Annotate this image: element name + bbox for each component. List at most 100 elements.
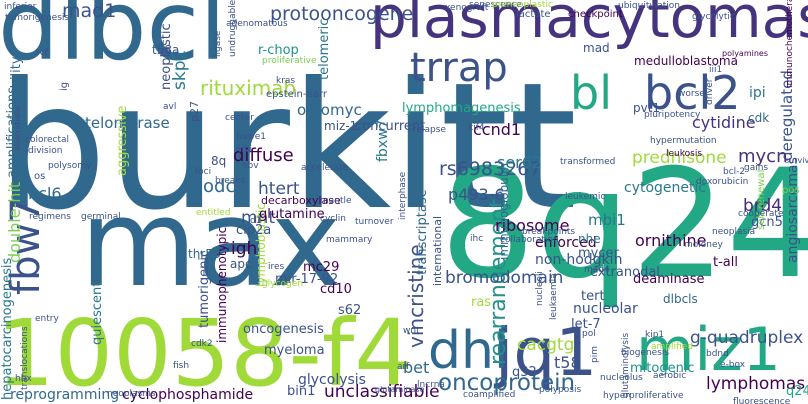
word-survival: survival [785, 156, 808, 165]
word-mycn: mycn [738, 146, 788, 167]
word-cd10: cd10 [320, 282, 352, 297]
word-tumorigenesis: tumorigenesis [5, 13, 70, 23]
word-pim: pim [590, 346, 600, 363]
word-8q24: 8q24 [440, 138, 808, 312]
word-aerobic: aerobic [653, 371, 687, 381]
word-kip1: kip1 [645, 330, 665, 340]
word-division: division [28, 146, 63, 156]
word-glutaminolysis: glutaminolysis [621, 332, 631, 398]
word-os: os [34, 171, 46, 182]
word-cytogenetic: cytogenetic [624, 180, 707, 196]
word-self-renewal: self-renewal [756, 169, 767, 230]
word-brd4: brd4 [743, 196, 783, 216]
word-turnover: turnover [355, 217, 394, 227]
word-preneoplastic: preneoplastic [492, 0, 553, 10]
word-t58: t58 [554, 353, 581, 372]
word-fbxw7: fbxw7 [375, 119, 391, 162]
word-unclassifiable: unclassifiable [324, 382, 440, 402]
word-aggressive: aggressive [115, 105, 130, 176]
word-prednisone: prednisone [632, 148, 727, 168]
word-mad4: mad4 [584, 265, 610, 275]
word-trrap: trrap [410, 45, 508, 91]
word-inferior: inferior [4, 2, 37, 12]
word-cdk: cdk [748, 111, 770, 125]
word-glutamine: glutamine [259, 207, 325, 222]
word-rs6983267: rs6983267 [439, 158, 542, 180]
word-pos: pos [782, 185, 800, 196]
word-senescence: senescence [469, 0, 522, 10]
word-polyamines: polyamines [722, 49, 769, 58]
word-kif4: kif4 [468, 123, 485, 133]
word-mir-17-92: mir-17-92 [275, 272, 339, 287]
word-miz-1: miz-1 [324, 119, 358, 133]
word-driver: driver [705, 78, 715, 105]
word-tert: tert [581, 289, 605, 304]
word-ipi: ipi [749, 85, 766, 101]
word-gcn5: gcn5 [751, 215, 783, 230]
word-ligase: ligase [213, 30, 223, 57]
word-r-chop: r-chop [258, 43, 299, 58]
word-pvt1: pvt1 [633, 101, 661, 115]
word-accelerate: accelerate [301, 163, 349, 173]
word-double-hit: double-hit [5, 181, 24, 263]
word-let-7: let-7 [571, 317, 601, 332]
word-odc: odc [203, 176, 236, 197]
word-glycolysis: glycolysis [298, 372, 366, 388]
word-hypermutation: hypermutation [650, 136, 717, 146]
word-protooncogene: protooncogene [270, 3, 414, 25]
word-checkpoint: checkpoint [568, 9, 623, 20]
word-dlbcl: dlbcl [0, 0, 226, 82]
word-hepatocarcinogenesis: hepatocarcinogenesis [0, 257, 15, 400]
word-breakpoints: breakpoints [522, 227, 576, 237]
word-nucleolus: nucleolus [600, 373, 643, 383]
word-interphase: interphase [398, 171, 408, 220]
word-epstein-barr: epstein-barr [266, 89, 328, 100]
word-avl: avl [163, 102, 177, 112]
word-medulloblastoma: medulloblastoma [634, 54, 738, 68]
word-reprogramming: reprogramming [10, 387, 120, 403]
word-cdk2: cdk2 [191, 339, 213, 349]
word-q24: q24 [786, 384, 808, 399]
word-extranodal: extranodal [590, 265, 660, 280]
word-fish: fish [173, 361, 190, 371]
word-immunoglobulin: immunoglobulin [497, 162, 511, 260]
word-cooperate: cooperate [738, 209, 784, 219]
word-neoplasms: neoplasms [107, 389, 156, 399]
word-mad1: mad1 [62, 0, 117, 22]
word-wnt: wnt [403, 326, 420, 336]
word-enforced: enforced [535, 235, 597, 251]
word-mbi1: mbi1 [588, 211, 626, 229]
word-8q: 8q [211, 154, 227, 168]
word-d1: d1 [250, 216, 262, 226]
word-bin1: bin1 [287, 384, 316, 399]
word-angiosarcomas: angiosarcomas [785, 157, 801, 263]
word-breaks: breaks [215, 176, 246, 186]
word-bcl2: bcl2 [644, 66, 741, 120]
word-tumorigenic: tumorigenic [197, 249, 212, 328]
word-mitogenic: mitogenic [630, 361, 695, 376]
word-gains: gains [744, 163, 769, 173]
word-transcriptase: transcriptase [415, 189, 430, 275]
word-iii1: iii1 [709, 65, 723, 75]
word-lncrna: lncrna [417, 380, 445, 390]
word-mycer: mycer [578, 246, 619, 261]
word-hbx: hbx [15, 374, 32, 384]
word-immunochemotherapy: immunochemotherapy [785, 0, 795, 88]
word-relapse: relapse [413, 125, 446, 135]
word-10058-f4: 10058-f4 [0, 300, 413, 404]
word-mantle: mantle [320, 196, 352, 206]
word-entitled: entitled [196, 208, 231, 218]
word-mammary: mammary [326, 235, 373, 245]
word-lymphomas: lymphomas [706, 374, 806, 394]
word-mc29: mc29 [303, 260, 340, 275]
word-q32: q32 [512, 365, 537, 380]
word-ccnd1: ccnd1 [473, 120, 522, 139]
word-thr58: thr58 [188, 247, 221, 261]
word-t-all: t-all [713, 255, 738, 270]
word-telomeric: telomeric [317, 18, 332, 80]
word-polyposis: polyposis [539, 385, 582, 395]
word-cytidine: cytidine [692, 113, 756, 132]
word-leukemic: leukemic [565, 192, 606, 202]
word-transformed: transformed [560, 157, 616, 167]
word-regimens: regimens [29, 212, 71, 222]
